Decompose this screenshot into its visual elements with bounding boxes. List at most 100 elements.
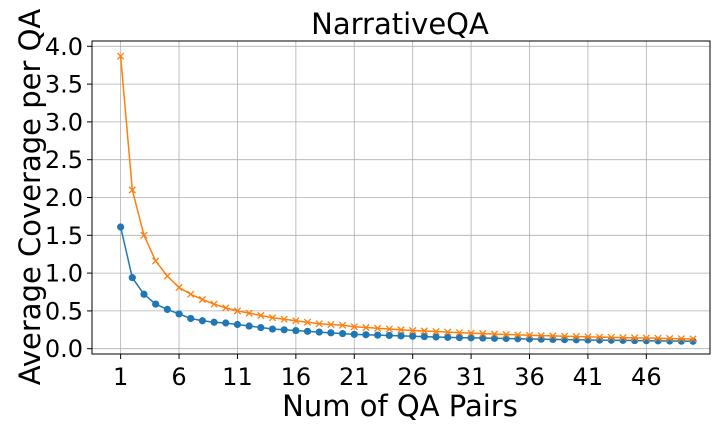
data-point <box>514 335 522 343</box>
x-tick-label: 41 <box>573 363 604 391</box>
data-point <box>233 320 242 329</box>
x-tick-label: 36 <box>514 363 545 391</box>
data-point <box>292 326 300 335</box>
data-point <box>222 319 230 327</box>
y-tick-label: 1.5 <box>45 222 83 250</box>
data-point <box>409 332 417 340</box>
y-tick-label: 0.5 <box>45 297 83 325</box>
data-point <box>303 318 312 326</box>
data-point <box>338 329 347 338</box>
data-point <box>280 315 288 323</box>
data-point <box>642 337 650 345</box>
data-point <box>572 332 580 341</box>
grid-lines <box>92 41 710 354</box>
data-point <box>607 333 615 342</box>
data-point <box>128 274 136 282</box>
data-point <box>233 307 242 315</box>
data-point <box>432 327 440 336</box>
data-point <box>397 326 405 334</box>
data-point <box>292 317 300 325</box>
y-tick-label: 3.0 <box>45 108 83 136</box>
data-point <box>140 290 148 298</box>
data-point <box>362 331 370 339</box>
x-tick-label: 11 <box>222 363 253 391</box>
data-point <box>455 328 464 337</box>
data-point <box>268 314 277 322</box>
data-point <box>222 304 230 312</box>
y-tick-label: 0.0 <box>45 335 83 363</box>
y-tick-label: 2.5 <box>45 146 83 174</box>
data-point <box>525 331 534 339</box>
data-point <box>187 314 195 323</box>
y-axis-label: Average Coverage per QA <box>13 9 47 386</box>
data-point <box>210 300 218 308</box>
data-point <box>257 323 265 332</box>
data-point <box>560 332 569 340</box>
data-point <box>268 325 277 333</box>
data-point <box>584 333 592 341</box>
data-point <box>666 334 674 343</box>
data-point <box>350 330 358 338</box>
data-point <box>479 329 487 338</box>
y-axis: 0.0 0.5 1.0 1.5 2.0 2.5 3.0 3.5 4.0 <box>45 33 92 363</box>
data-point <box>338 321 347 329</box>
data-point <box>128 186 136 194</box>
x-tick-label: 26 <box>397 363 428 391</box>
data-point <box>373 324 382 332</box>
data-point <box>537 335 545 343</box>
x-tick-label: 46 <box>631 363 662 391</box>
y-tick-label: 2.0 <box>45 184 83 212</box>
data-point <box>163 305 171 313</box>
data-point <box>467 334 475 342</box>
y-tick-label: 4.0 <box>45 33 83 61</box>
data-point <box>549 332 557 340</box>
y-tick-label: 3.5 <box>45 71 83 99</box>
data-point <box>420 327 429 335</box>
x-tick-label: 1 <box>113 363 128 391</box>
data-point <box>315 320 323 328</box>
data-point <box>198 317 206 325</box>
data-point <box>619 333 627 342</box>
data-point <box>303 327 312 335</box>
data-point <box>140 231 148 239</box>
data-point <box>654 334 662 342</box>
data-point <box>187 290 195 298</box>
data-point <box>257 311 265 320</box>
data-point <box>397 332 405 340</box>
x-tick-label: 31 <box>456 363 487 391</box>
data-point <box>198 295 207 304</box>
data-point <box>444 328 452 336</box>
x-tick-label: 21 <box>339 363 370 391</box>
y-tick-label: 1.0 <box>45 260 83 288</box>
data-point <box>327 320 335 329</box>
data-point <box>350 323 358 331</box>
data-point <box>549 335 557 344</box>
x-tick-label: 6 <box>171 363 186 391</box>
data-point <box>525 335 534 343</box>
data-point <box>455 333 464 342</box>
data-point <box>362 323 370 332</box>
data-point <box>280 326 288 334</box>
data-point <box>630 334 639 342</box>
data-point <box>210 318 218 326</box>
data-point <box>420 333 428 341</box>
data-point <box>175 310 183 318</box>
data-point <box>175 283 183 292</box>
data-point <box>642 334 650 342</box>
x-tick-label: 16 <box>281 363 312 391</box>
data-point <box>385 325 393 333</box>
data-point <box>315 328 323 336</box>
data-point <box>502 334 510 343</box>
data-point <box>117 223 125 231</box>
data-point <box>595 333 604 341</box>
series-2 <box>116 52 697 343</box>
data-point <box>116 52 125 60</box>
data-point <box>152 300 160 308</box>
data-point <box>409 326 417 335</box>
data-point <box>163 272 172 280</box>
data-point <box>689 335 697 343</box>
data-point <box>514 331 522 339</box>
data-point <box>327 329 335 337</box>
data-point <box>537 331 545 340</box>
